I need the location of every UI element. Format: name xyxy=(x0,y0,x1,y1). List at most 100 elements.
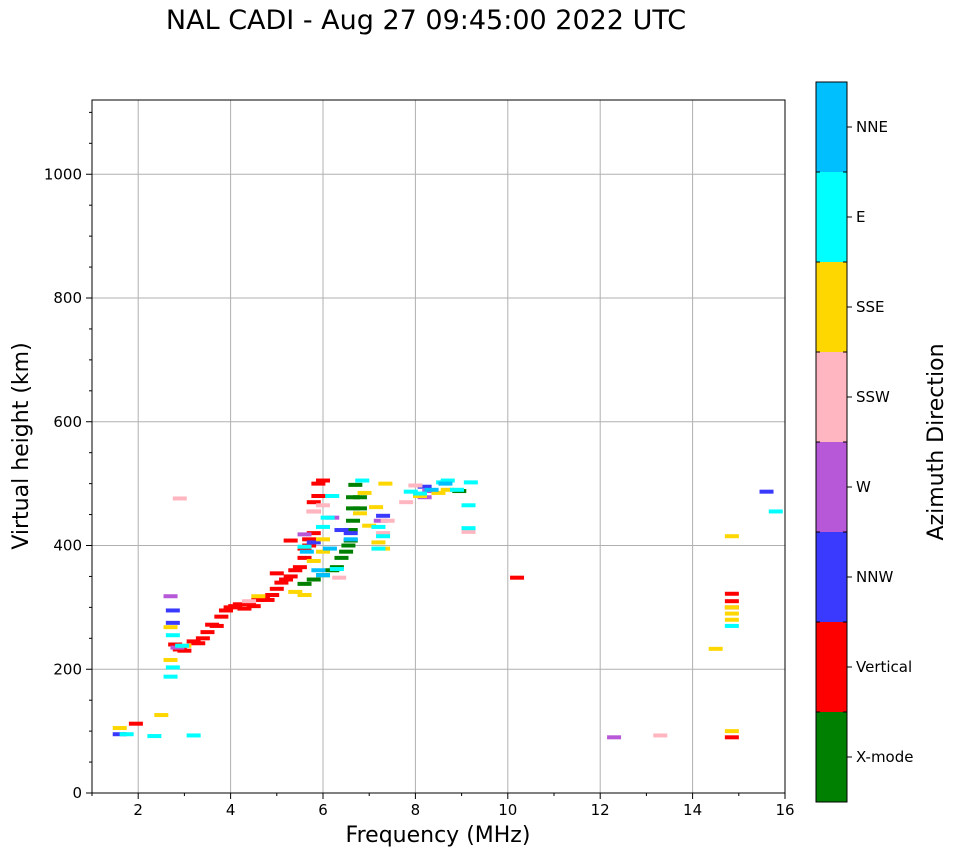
data-point-nne xyxy=(322,546,337,551)
colorbar-swatch-e xyxy=(816,172,847,262)
x-tick-label: 4 xyxy=(226,801,236,819)
data-point-vertical xyxy=(269,571,284,576)
data-point-ssw xyxy=(380,518,395,523)
data-point-ssw xyxy=(316,503,330,508)
plot-frame xyxy=(91,99,786,794)
data-point-sse xyxy=(362,523,377,528)
y-tick-label: 0 xyxy=(72,784,82,802)
data-point-w xyxy=(607,735,622,740)
data-point-sse xyxy=(724,534,739,539)
data-point-x-mode xyxy=(348,482,363,487)
colorbar-tick-label: SSE xyxy=(856,298,885,316)
data-point-e xyxy=(297,544,312,549)
data-point-nne xyxy=(316,573,330,578)
data-point-ssw xyxy=(399,500,414,505)
colorbar-tick-label: NNW xyxy=(856,568,893,586)
data-point-vertical xyxy=(214,614,229,619)
colorbar-label: Azimuth Direction xyxy=(924,343,949,540)
data-point-e xyxy=(403,489,418,494)
data-point-nnw xyxy=(343,531,358,536)
data-point-vertical xyxy=(209,623,224,628)
data-point-sse xyxy=(378,481,393,486)
data-point-e xyxy=(175,643,190,648)
data-point-sse xyxy=(440,487,455,492)
data-point-sse xyxy=(413,494,428,498)
data-point-ssw xyxy=(461,529,476,534)
data-point-vertical xyxy=(302,537,317,542)
y-tick-label: 200 xyxy=(53,660,82,678)
x-tick-label: 16 xyxy=(775,801,794,819)
data-point-e xyxy=(165,633,180,638)
grid-lines xyxy=(92,100,785,793)
data-point-vertical xyxy=(316,478,330,483)
data-point-sse xyxy=(357,490,372,495)
data-point-sse xyxy=(251,594,266,599)
colorbar-swatch-vertical xyxy=(816,622,847,712)
data-point-vertical xyxy=(218,608,233,613)
colorbar-tick-label: SSW xyxy=(856,388,890,406)
data-point-x-mode xyxy=(341,543,356,548)
data-point-ssw xyxy=(376,531,391,536)
data-point-e xyxy=(355,478,370,483)
data-point-x-mode xyxy=(343,528,358,533)
data-point-e xyxy=(376,534,391,539)
data-point-nnw xyxy=(417,484,432,489)
data-point-e xyxy=(440,478,455,483)
data-point-sse xyxy=(724,617,739,622)
y-tick-label: 400 xyxy=(53,537,82,555)
data-point-ssw xyxy=(653,733,668,738)
colorbar-tick-label: Vertical xyxy=(856,658,912,676)
data-point-e xyxy=(371,524,386,529)
data-point-sse xyxy=(352,511,367,516)
data-point-e xyxy=(316,524,330,529)
colorbar-frame xyxy=(815,81,848,803)
data-point-nne xyxy=(438,481,453,486)
data-point-x-mode xyxy=(334,555,349,560)
data-point-nnw xyxy=(376,513,391,518)
data-point-vertical xyxy=(128,721,143,726)
data-point-e xyxy=(449,487,464,492)
data-point-sse xyxy=(316,549,330,554)
data-point-x-mode xyxy=(339,549,354,554)
x-axis-ticks: 2 4 6 8 10 12 14 16 xyxy=(91,793,795,819)
data-point-vertical xyxy=(269,586,284,591)
data-point-vertical xyxy=(724,599,739,604)
data-point-e xyxy=(163,674,178,679)
data-point-nnw xyxy=(306,540,321,545)
data-point-sse xyxy=(724,611,739,616)
data-point-e xyxy=(724,623,739,628)
data-point-nne xyxy=(424,487,439,492)
y-axis-ticks: 0 200 400 600 800 1000 xyxy=(44,111,92,802)
data-point-ssw xyxy=(408,483,423,488)
x-axis-label: Frequency (MHz) xyxy=(346,823,531,848)
data-point-vertical xyxy=(232,602,247,607)
data-point-vertical xyxy=(274,580,289,585)
data-point-sse xyxy=(316,537,330,542)
data-point-nnw xyxy=(165,620,180,625)
data-point-nne xyxy=(299,549,314,554)
data-point-e xyxy=(371,546,386,551)
data-point-e xyxy=(461,526,476,531)
data-point-x-mode xyxy=(352,506,367,511)
data-point-vertical xyxy=(191,641,206,646)
data-point-nne xyxy=(311,568,326,573)
data-point-vertical xyxy=(311,494,326,498)
data-point-ssw xyxy=(332,575,347,580)
data-point-vertical xyxy=(279,577,294,582)
data-point-e xyxy=(186,733,201,738)
data-point-ssw xyxy=(172,496,187,501)
data-point-x-mode xyxy=(346,518,361,523)
data-point-ssw xyxy=(242,599,257,604)
data-point-w xyxy=(163,594,178,599)
data-point-vertical xyxy=(246,604,261,609)
data-point-vertical xyxy=(510,575,525,580)
data-point-e xyxy=(413,491,428,496)
data-point-sse xyxy=(154,713,169,718)
data-marks xyxy=(112,478,783,740)
colorbar-swatch-x-mode xyxy=(816,712,847,802)
data-point-vertical xyxy=(724,735,739,740)
colorbar-tick-label: X-mode xyxy=(856,748,913,766)
data-point-sse xyxy=(163,625,178,630)
data-point-x-mode xyxy=(352,495,367,500)
data-point-vertical xyxy=(311,481,326,486)
